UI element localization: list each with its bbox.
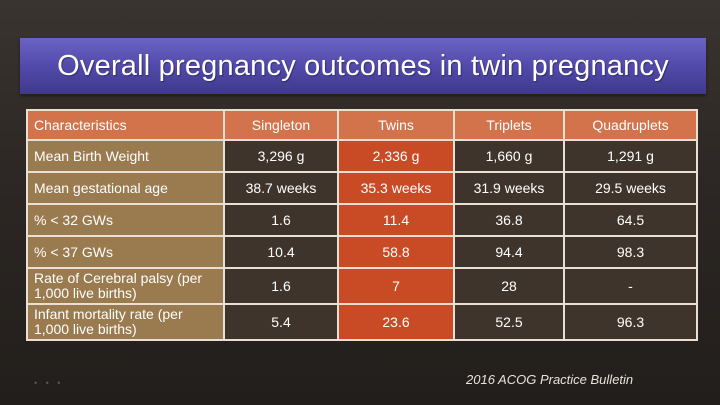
header-twins: Twins xyxy=(337,109,455,141)
table-row: % < 37 GWs 10.4 58.8 94.4 98.3 xyxy=(26,235,698,269)
table-cell: 96.3 xyxy=(563,303,698,341)
table-row: Infant mortality rate (per 1,000 live bi… xyxy=(26,303,698,341)
header-singleton: Singleton xyxy=(223,109,339,141)
table-cell: 98.3 xyxy=(563,235,698,269)
table-cell-twins: 2,336 g xyxy=(337,139,455,173)
table-cell: 1.6 xyxy=(223,203,339,237)
table-cell: 29.5 weeks xyxy=(563,171,698,205)
table-row: % < 32 GWs 1.6 11.4 36.8 64.5 xyxy=(26,203,698,237)
header-triplets: Triplets xyxy=(453,109,565,141)
table-cell: 38.7 weeks xyxy=(223,171,339,205)
row-label: Mean Birth Weight xyxy=(26,139,225,173)
header-characteristics: Characteristics xyxy=(26,109,225,141)
table-cell: 64.5 xyxy=(563,203,698,237)
table-cell: 1,291 g xyxy=(563,139,698,173)
row-label: Rate of Cerebral palsy (per 1,000 live b… xyxy=(26,267,225,305)
table-cell-twins: 58.8 xyxy=(337,235,455,269)
table-cell: 1,660 g xyxy=(453,139,565,173)
table-cell: 10.4 xyxy=(223,235,339,269)
table-cell-twins: 7 xyxy=(337,267,455,305)
row-label: Mean gestational age xyxy=(26,171,225,205)
table-cell-twins: 35.3 weeks xyxy=(337,171,455,205)
table-cell: 36.8 xyxy=(453,203,565,237)
row-label: % < 37 GWs xyxy=(26,235,225,269)
slide-title: Overall pregnancy outcomes in twin pregn… xyxy=(57,49,669,82)
citation: 2016 ACOG Practice Bulletin xyxy=(466,372,634,387)
outcomes-table: Characteristics Singleton Twins Triplets… xyxy=(26,109,698,341)
table-cell-twins: 11.4 xyxy=(337,203,455,237)
table-row: Mean Birth Weight 3,296 g 2,336 g 1,660 … xyxy=(26,139,698,173)
title-band: Overall pregnancy outcomes in twin pregn… xyxy=(20,38,706,94)
row-label: % < 32 GWs xyxy=(26,203,225,237)
table-cell: 28 xyxy=(453,267,565,305)
table-cell: 1.6 xyxy=(223,267,339,305)
table-cell-twins: 23.6 xyxy=(337,303,455,341)
table-cell: 52.5 xyxy=(453,303,565,341)
table-row: Mean gestational age 38.7 weeks 35.3 wee… xyxy=(26,171,698,205)
table-row: Rate of Cerebral palsy (per 1,000 live b… xyxy=(26,267,698,305)
header-quadruplets: Quadruplets xyxy=(563,109,698,141)
table-cell: 94.4 xyxy=(453,235,565,269)
slide-navigation-dots[interactable]: • • • xyxy=(34,378,64,388)
table-cell: 3,296 g xyxy=(223,139,339,173)
table-header-row: Characteristics Singleton Twins Triplets… xyxy=(26,109,698,141)
row-label: Infant mortality rate (per 1,000 live bi… xyxy=(26,303,225,341)
table-cell: 31.9 weeks xyxy=(453,171,565,205)
table-cell: 5.4 xyxy=(223,303,339,341)
table-cell: - xyxy=(563,267,698,305)
